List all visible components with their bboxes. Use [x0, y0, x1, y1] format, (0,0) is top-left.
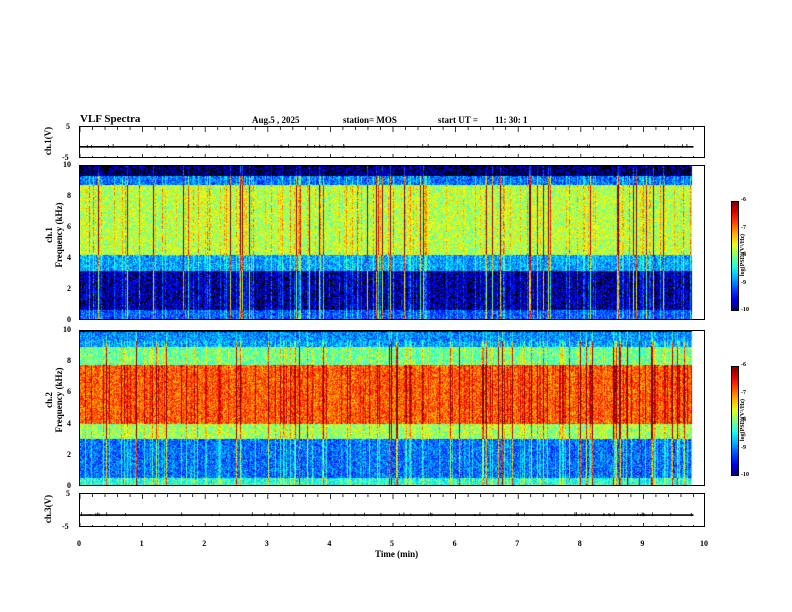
frequency-tick-label: 2: [67, 449, 71, 459]
colorbar-tick-label: -9: [741, 444, 746, 451]
ch1-colorbar: [731, 201, 739, 311]
time-tick-label: 2: [202, 539, 207, 548]
time-tick-label: 5: [390, 539, 394, 548]
time-tick-label: 3: [264, 539, 269, 548]
frequency-tick-label: 0: [67, 315, 71, 324]
colorbar-tick-label: -6: [741, 197, 746, 203]
ch1-waveform-ylabel: ch.1(V): [43, 126, 53, 156]
colorbar-tick-label: -6: [741, 362, 746, 368]
frequency-tick-label: 6: [67, 222, 71, 231]
ch1-spectrogram-panel: [79, 165, 705, 320]
frequency-tick-label: 8: [67, 191, 71, 200]
ch1-ytick-bottom: -5: [62, 153, 69, 162]
ch3-ytick-bottom: -5: [62, 522, 69, 531]
colorbar-tick-label: -10: [741, 307, 749, 313]
time-tick-label: 4: [327, 539, 332, 548]
ch1-ytick-top: 5: [66, 122, 70, 131]
ch2-colorbar: [731, 366, 739, 476]
start-time-value: 11: 30: 1: [495, 115, 528, 125]
time-tick-label: 9: [640, 539, 645, 548]
frequency-tick-label: 10: [63, 160, 71, 169]
time-tick-label: 10: [700, 539, 708, 548]
colorbar-tick-label: -8: [741, 417, 746, 423]
ch1-spectrogram: [80, 166, 704, 319]
ch3-waveform-ylabel: ch.3(V): [43, 494, 53, 524]
frequency-tick-label: 4: [67, 418, 71, 428]
frequency-tick-label: 10: [63, 325, 71, 334]
colorbar-tick-label: -10: [741, 472, 749, 478]
ch3-waveform-plot: [80, 494, 694, 526]
frequency-tick-label: 4: [67, 253, 71, 262]
frequency-tick-label: 6: [67, 387, 71, 397]
colorbar-tick-label: -9: [741, 279, 746, 286]
ch2-spectrogram-panel: [79, 330, 705, 486]
colorbar-tick-label: -8: [741, 252, 746, 258]
ch2-colorbar-title: log(PSD)(V²/Hz): [740, 398, 747, 442]
time-tick-label: 7: [515, 539, 520, 548]
ch3-waveform-panel: [79, 493, 705, 527]
ch1-waveform-panel: [79, 126, 705, 158]
time-tick-label: 0: [77, 539, 81, 548]
time-tick-label: 1: [139, 539, 144, 548]
time-tick-label: 8: [577, 539, 582, 548]
date-label: Aug.5 , 2025: [252, 115, 300, 125]
ch1-waveform-plot: [80, 127, 694, 157]
chart-title: VLF Spectra: [80, 113, 141, 125]
ch3-ytick-top: 5: [66, 489, 70, 498]
time-tick-label: 6: [452, 539, 457, 548]
ch1-colorbar-title: log(PSD)(V²/Hz): [740, 233, 747, 277]
colorbar-tick-label: -7: [741, 224, 746, 231]
ch2-spectrogram-ylabel: ch.2 Frequency (kHz): [44, 367, 64, 433]
frequency-tick-label: 2: [67, 284, 71, 293]
frequency-tick-label: 0: [67, 481, 71, 490]
start-time-label: start UT =: [438, 115, 478, 125]
time-axis-label: Time (min): [375, 549, 419, 559]
station-label: station= MOS: [343, 115, 397, 125]
frequency-tick-label: 8: [67, 356, 71, 366]
ch1-spectrogram-ylabel: ch.1 Frequency (kHz): [44, 202, 64, 268]
ch2-spectrogram: [80, 331, 704, 485]
colorbar-tick-label: -7: [741, 389, 746, 396]
